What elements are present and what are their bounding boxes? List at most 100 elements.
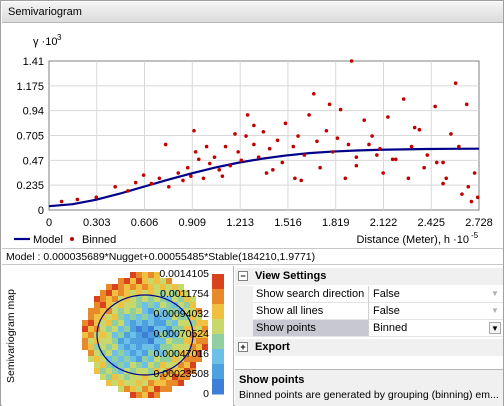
map-cell xyxy=(160,296,166,302)
map-cell xyxy=(136,362,142,368)
color-scale-segment xyxy=(212,364,224,380)
map-cell xyxy=(130,290,136,296)
category-export[interactable]: + Export xyxy=(235,339,503,356)
map-cell xyxy=(178,374,184,380)
map-cell xyxy=(196,332,202,338)
map-cell xyxy=(88,320,94,326)
map-cell xyxy=(82,332,88,338)
map-cell xyxy=(184,314,190,320)
expand-icon[interactable]: + xyxy=(238,342,248,352)
map-cell xyxy=(118,380,124,386)
map-cell xyxy=(130,332,136,338)
y-tick-label: 1.41 xyxy=(23,56,44,68)
binned-point xyxy=(201,176,206,181)
map-cell xyxy=(136,332,142,338)
dropdown-arrow-icon[interactable]: ▼ xyxy=(489,322,501,334)
map-cell xyxy=(118,356,124,362)
map-cell xyxy=(160,320,166,326)
map-cell xyxy=(154,284,160,290)
map-cell xyxy=(130,368,136,374)
dropdown-arrow-icon[interactable]: ▼ xyxy=(491,306,499,315)
binned-point xyxy=(228,163,233,168)
map-cell xyxy=(94,308,100,314)
category-view-settings[interactable]: − View Settings xyxy=(235,268,503,285)
map-cell xyxy=(142,386,148,392)
binned-point xyxy=(223,144,228,149)
map-cell xyxy=(154,368,160,374)
map-cell xyxy=(130,386,136,392)
map-cell xyxy=(160,332,166,338)
property-name: Show search direction xyxy=(253,286,369,303)
map-cell xyxy=(88,344,94,350)
map-cell xyxy=(88,308,94,314)
map-cell xyxy=(100,326,106,332)
semivariogram-chart[interactable]: 0 0.303 0.606 0.909 1.213 1.516 1.819 2.122 2.42… xyxy=(2,24,503,248)
map-cell xyxy=(124,326,130,332)
binned-point xyxy=(312,91,316,96)
map-cell xyxy=(166,302,172,308)
map-cell xyxy=(166,386,172,392)
map-cell xyxy=(106,338,112,344)
map-cell xyxy=(118,296,124,302)
property-row-show-points[interactable]: Show points Binned ▼ xyxy=(235,320,503,337)
binned-point xyxy=(185,165,190,170)
map-cell xyxy=(124,284,130,290)
map-cell xyxy=(112,284,118,290)
binned-point xyxy=(126,189,130,193)
property-description: Show points Binned points are generated … xyxy=(235,369,503,406)
map-cell xyxy=(178,380,184,386)
binned-point xyxy=(307,113,311,117)
binned-point xyxy=(75,197,80,202)
map-cell xyxy=(166,278,172,284)
map-cell xyxy=(154,386,160,392)
map-cell xyxy=(190,302,196,308)
map-cell xyxy=(190,308,196,314)
map-cell xyxy=(166,344,172,350)
map-cell xyxy=(166,332,172,338)
map-cell xyxy=(172,302,178,308)
property-row-all-lines[interactable]: Show all lines False ▼ xyxy=(235,303,503,320)
map-cell xyxy=(88,350,94,356)
property-value[interactable]: False ▼ xyxy=(369,303,503,320)
property-row-search-direction[interactable]: Show search direction False ▼ xyxy=(235,286,503,303)
map-cell xyxy=(148,332,154,338)
map-cell xyxy=(130,374,136,380)
map-cell xyxy=(148,350,154,356)
map-cell xyxy=(94,314,100,320)
binned-point xyxy=(271,168,275,172)
x-tick-label: 1.213 xyxy=(226,217,254,229)
map-cell xyxy=(130,344,136,350)
color-scale-segment xyxy=(212,304,224,320)
map-cell xyxy=(178,308,184,314)
property-value[interactable]: Binned ▼ xyxy=(369,320,503,337)
binned-point xyxy=(378,146,382,151)
map-vertical-label: Semivariogram map xyxy=(2,266,20,406)
binned-point xyxy=(390,157,395,162)
map-cell xyxy=(184,368,190,374)
map-cell xyxy=(148,326,154,332)
map-cell xyxy=(148,380,154,386)
map-cell xyxy=(130,380,136,386)
map-cell xyxy=(124,314,130,320)
map-cell xyxy=(190,368,196,374)
semivariogram-map[interactable]: 0.0014105 0.0011754 0.00094032 0.00070524 0.… xyxy=(22,268,232,404)
color-scale-segment xyxy=(212,334,224,350)
map-cell xyxy=(148,362,154,368)
map-cell xyxy=(130,278,136,284)
dropdown-arrow-icon[interactable]: ▼ xyxy=(491,289,499,298)
map-cell xyxy=(154,320,160,326)
map-cell xyxy=(82,344,88,350)
map-cell xyxy=(160,362,166,368)
binned-point xyxy=(466,184,471,189)
property-value[interactable]: False ▼ xyxy=(369,286,503,303)
map-cell xyxy=(142,362,148,368)
color-scale-segment xyxy=(212,289,224,305)
y-tick-label: 0.94 xyxy=(23,106,44,118)
map-cell xyxy=(100,314,106,320)
binned-point xyxy=(425,153,430,157)
map-cell xyxy=(184,362,190,368)
binned-point xyxy=(401,97,406,101)
collapse-icon[interactable]: − xyxy=(238,271,248,281)
map-cell xyxy=(112,356,118,362)
map-cell xyxy=(178,290,184,296)
